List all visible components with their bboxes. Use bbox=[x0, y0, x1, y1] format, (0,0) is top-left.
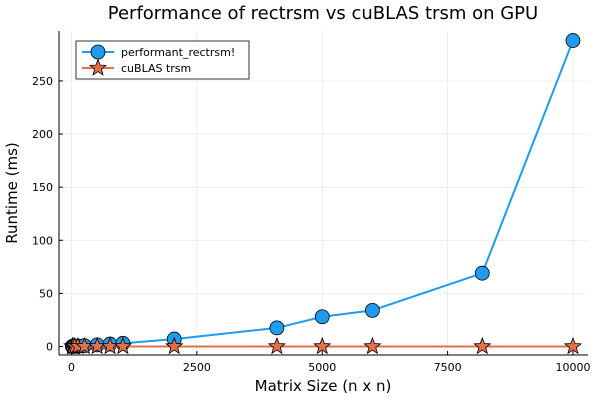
ticks: 0 2500 5000 7500 10000 0 50 100 150 200 250 bbox=[32, 75, 590, 374]
data-point bbox=[267, 336, 287, 355]
data-point bbox=[113, 336, 133, 355]
data-point bbox=[364, 302, 380, 318]
legend-box bbox=[75, 40, 250, 80]
series-layer bbox=[63, 33, 583, 355]
data-point bbox=[473, 336, 492, 355]
data-point bbox=[313, 336, 332, 355]
y-tick-label: 0 bbox=[46, 341, 53, 354]
y-tick-label: 50 bbox=[39, 287, 53, 300]
data-point bbox=[563, 336, 583, 355]
x-tick-label: 10000 bbox=[555, 361, 590, 374]
legend-marker bbox=[88, 58, 108, 76]
series-performant-rectrsm bbox=[64, 33, 581, 354]
x-tick-label: 7500 bbox=[434, 361, 462, 374]
y-tick-label: 200 bbox=[32, 128, 53, 141]
axes bbox=[58, 31, 588, 356]
y-axis-label: Runtime (ms) bbox=[3, 142, 21, 244]
legend: performant_rectrsm! cuBLAS trsm bbox=[75, 40, 250, 80]
x-tick-label: 5000 bbox=[308, 361, 336, 374]
x-axis-label: Matrix Size (n x n) bbox=[255, 377, 392, 395]
data-point bbox=[474, 265, 490, 281]
x-tick-label: 0 bbox=[68, 361, 75, 374]
y-tick-label: 250 bbox=[32, 75, 53, 88]
y-tick-label: 100 bbox=[32, 234, 53, 247]
series-cublas-trsm bbox=[63, 336, 583, 355]
data-point bbox=[565, 33, 581, 48]
data-point bbox=[363, 336, 382, 355]
series-line bbox=[72, 40, 574, 348]
legend-marker bbox=[90, 44, 106, 60]
data-point bbox=[165, 336, 184, 355]
data-point bbox=[269, 320, 285, 336]
grid bbox=[59, 31, 588, 355]
data-point bbox=[314, 309, 330, 325]
y-tick-label: 150 bbox=[32, 181, 53, 194]
legend-label: cuBLAS trsm bbox=[121, 62, 191, 75]
legend-label: performant_rectrsm! bbox=[121, 46, 235, 59]
x-tick-label: 2500 bbox=[183, 361, 211, 374]
chart-title: Performance of rectrsm vs cuBLAS trsm on… bbox=[108, 3, 538, 24]
